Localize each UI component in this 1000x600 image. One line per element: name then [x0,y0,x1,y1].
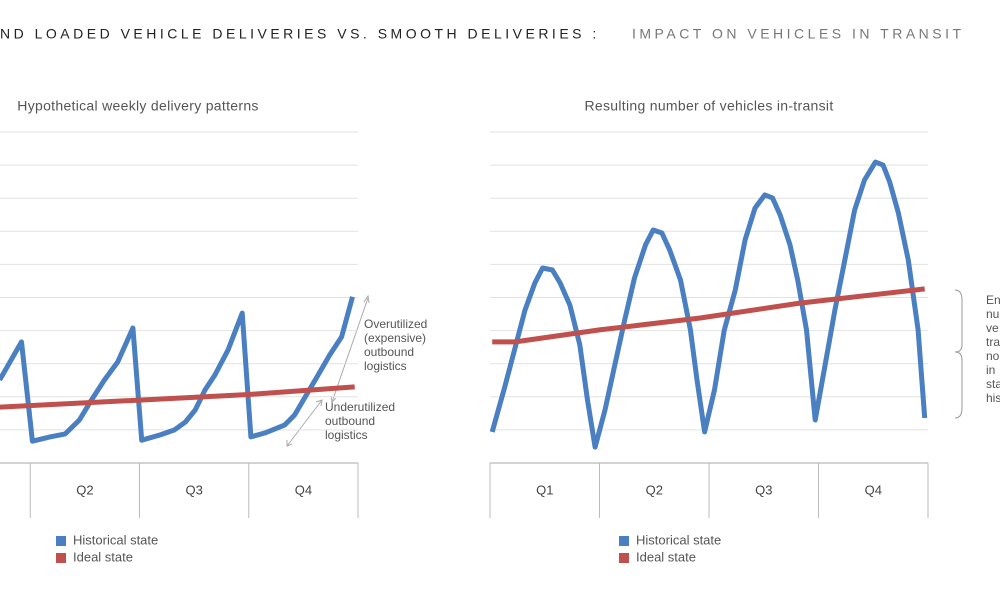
x-tick-label: Q3 [185,482,202,497]
legend-label: Historical state [636,532,721,547]
x-tick-label: Q1 [536,482,553,497]
series-line [0,296,355,444]
annotation: En [986,293,1000,307]
legend-label: Historical state [73,532,158,547]
annotation: outbound [364,345,414,359]
annotation: sta [986,377,1000,391]
series-line [489,159,928,450]
series-line [0,384,355,410]
x-tick-label: Q3 [755,482,772,497]
annotation: logistics [364,359,407,373]
annotation: tra [986,335,1000,349]
x-tick-label: Q4 [865,482,882,497]
annotation: logistics [325,428,368,442]
legend-swatch [619,536,629,546]
annotation: in [986,363,995,377]
legend-swatch [56,536,66,546]
annotation: nu [986,307,999,321]
annotation: Overutilized [364,317,427,331]
legend-label: Ideal state [73,549,133,564]
annotation: (expensive) [364,331,426,345]
x-tick-label: Q4 [295,482,312,497]
annotation: Underutilized [325,400,395,414]
chart-title: Hypothetical weekly delivery patterns [17,98,258,114]
legend-label: Ideal state [636,549,696,564]
annotation: ve [986,321,999,335]
legend-swatch [619,553,629,563]
x-tick-label: Q2 [646,482,663,497]
x-tick-label: Q2 [76,482,93,497]
legend-swatch [56,553,66,563]
annotation: no [986,349,1000,363]
annotation: outbound [325,414,375,428]
bracket [954,289,963,419]
series-line [492,286,925,345]
chart-title: Resulting number of vehicles in-transit [584,98,833,114]
page-title: ND LOADED VEHICLE DELIVERIES VS. SMOOTH … [0,26,600,42]
annotation: his [986,391,1000,405]
page-subtitle: IMPACT ON VEHICLES IN TRANSIT [632,26,965,42]
annotation-arrows [286,294,370,447]
